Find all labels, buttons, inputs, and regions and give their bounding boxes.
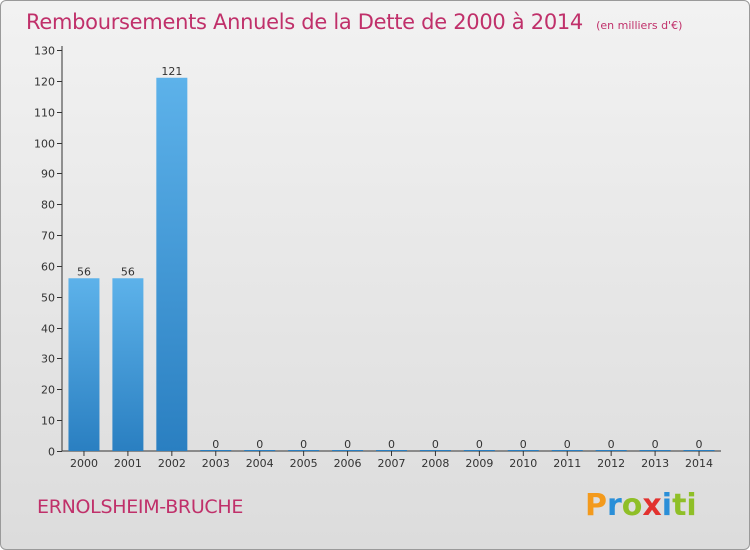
x-tick-label: 2007 [378,457,406,470]
x-tick-label: 2004 [246,457,274,470]
bar [156,77,188,451]
x-tick-label: 2001 [114,457,142,470]
bar [288,450,320,451]
bar [419,450,451,451]
x-tick-label: 2002 [158,457,186,470]
x-tick-label: 2003 [202,457,230,470]
x-tick-label: 2005 [290,457,318,470]
chart-title: Remboursements Annuels de la Dette de 20… [26,10,583,34]
data-label: 0 [256,438,263,451]
y-tick-label: 50 [41,292,55,305]
x-tick-label: 2000 [70,457,98,470]
logo-letter: r [607,488,622,523]
y-tick-label: 110 [34,107,55,120]
bar [376,450,407,451]
bar [112,278,144,451]
logo-letter: o [621,488,643,523]
y-tick-label: 120 [34,76,55,89]
x-tick-label: 2006 [334,457,362,470]
logo-letter: ti [672,488,697,523]
bar [68,278,100,451]
x-tick-label: 2010 [509,457,537,470]
bar [507,450,539,451]
data-label: 0 [432,438,439,451]
data-label: 0 [696,438,703,451]
data-label: 121 [161,65,182,78]
bar [683,450,715,451]
x-tick-label: 2008 [421,457,449,470]
chart-unit-note: (en milliers d'€) [596,19,683,32]
commune-name: ERNOLSHEIM-BRUCHE [37,496,244,518]
x-tick-label: 2009 [465,457,493,470]
y-tick-label: 20 [41,384,55,397]
bar [551,450,583,451]
y-tick-label: 40 [41,323,55,336]
y-tick-label: 10 [41,415,55,428]
bar [595,450,627,451]
bar [463,450,495,451]
bar [244,450,276,451]
y-tick-label: 90 [41,168,55,181]
y-tick-label: 0 [48,446,55,459]
data-label: 0 [344,438,351,451]
chart-title-block: Remboursements Annuels de la Dette de 20… [26,10,682,34]
x-tick-label: 2013 [641,457,669,470]
bar [639,450,671,451]
y-tick-label: 130 [34,45,55,58]
data-label: 0 [652,438,659,451]
y-tick-label: 30 [41,353,55,366]
logo-letter: x [642,488,662,523]
y-tick-label: 100 [34,138,55,151]
y-tick-label: 80 [41,199,55,212]
data-label: 0 [564,438,571,451]
x-tick-label: 2014 [685,457,713,470]
bar [332,450,364,451]
bar [200,450,232,451]
y-tick-label: 60 [41,261,55,274]
logo-letter: i [661,488,673,523]
logo-letter: P [585,488,607,523]
x-tick-label: 2012 [597,457,625,470]
proxiti-logo[interactable]: Proxiti [585,488,697,523]
data-label: 0 [212,438,219,451]
x-tick-label: 2011 [553,457,581,470]
data-label: 0 [476,438,483,451]
data-label: 56 [77,265,91,278]
data-label: 0 [388,438,395,451]
data-label: 0 [520,438,527,451]
y-tick-label: 70 [41,230,55,243]
data-label: 0 [300,438,307,451]
data-label: 0 [608,438,615,451]
data-label: 56 [121,265,135,278]
